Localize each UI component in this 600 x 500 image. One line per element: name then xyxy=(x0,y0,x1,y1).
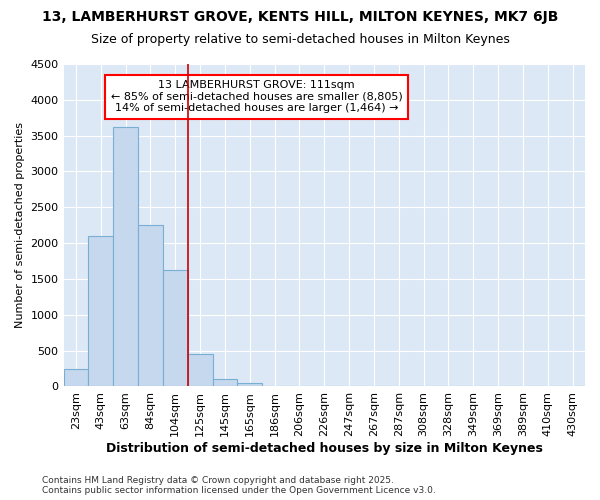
Bar xyxy=(238,383,262,386)
Text: 13, LAMBERHURST GROVE, KENTS HILL, MILTON KEYNES, MK7 6JB: 13, LAMBERHURST GROVE, KENTS HILL, MILTO… xyxy=(42,10,558,24)
X-axis label: Distribution of semi-detached houses by size in Milton Keynes: Distribution of semi-detached houses by … xyxy=(106,442,543,455)
Bar xyxy=(212,380,238,386)
Text: 13 LAMBERHURST GROVE: 111sqm
← 85% of semi-detached houses are smaller (8,805)
1: 13 LAMBERHURST GROVE: 111sqm ← 85% of se… xyxy=(110,80,403,114)
Bar xyxy=(64,368,88,386)
Bar xyxy=(138,225,163,386)
Bar xyxy=(163,270,188,386)
Text: Contains HM Land Registry data © Crown copyright and database right 2025.
Contai: Contains HM Land Registry data © Crown c… xyxy=(42,476,436,495)
Y-axis label: Number of semi-detached properties: Number of semi-detached properties xyxy=(15,122,25,328)
Bar xyxy=(88,236,113,386)
Bar xyxy=(113,127,138,386)
Text: Size of property relative to semi-detached houses in Milton Keynes: Size of property relative to semi-detach… xyxy=(91,32,509,46)
Bar xyxy=(188,354,212,386)
